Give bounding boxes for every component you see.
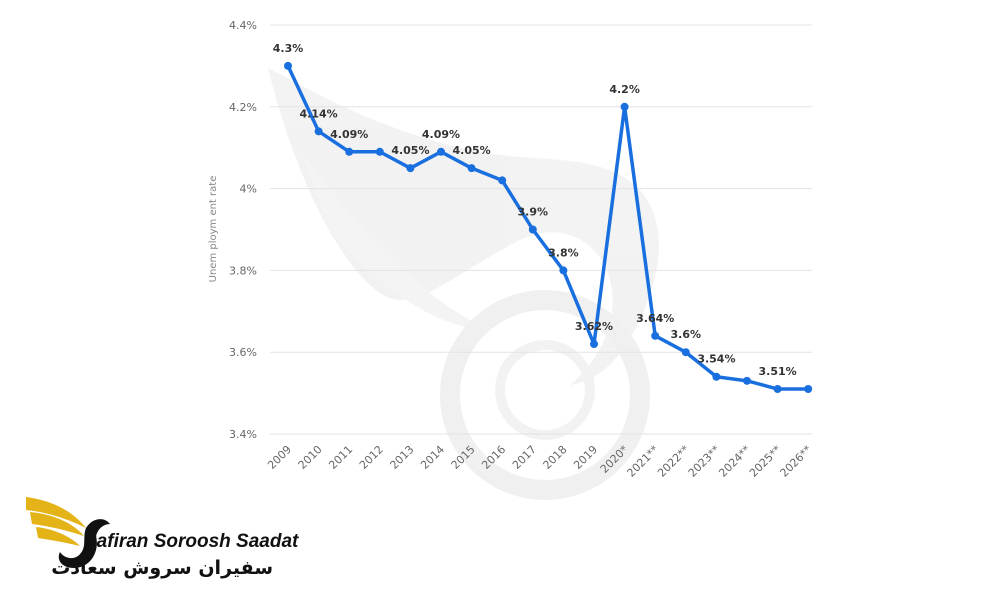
data-point [620, 102, 629, 111]
data-point [804, 385, 813, 394]
data-point [284, 61, 292, 70]
data-point [712, 372, 721, 381]
x-tick-label: 2013 [388, 443, 417, 472]
data-point [437, 147, 445, 156]
y-tick-label: 3.8% [229, 264, 257, 277]
data-point [467, 164, 476, 173]
brand-name-fa: سفیران سروش سعادت [51, 557, 273, 579]
x-tick-label: 2012 [357, 443, 386, 472]
y-axis-label: Unem ploym ent rate [208, 176, 219, 283]
data-point [681, 348, 690, 357]
brand-name-en: Safiran Soroosh Saadat [84, 531, 299, 552]
data-point [651, 331, 660, 340]
wing-icon [26, 497, 110, 568]
x-tick-label: 2017 [510, 443, 539, 472]
data-label: 3.9% [518, 206, 549, 219]
data-label: 3.64% [636, 312, 674, 325]
y-tick-label: 4% [240, 183, 257, 196]
data-label: 3.54% [697, 353, 735, 366]
data-point [375, 147, 384, 156]
data-label: 3.62% [575, 320, 613, 333]
x-tick-label: 2022** [655, 443, 692, 480]
x-tick-label: 2025** [747, 443, 784, 480]
y-tick-label: 4.2% [229, 101, 257, 114]
data-point [345, 147, 354, 156]
y-tick-label: 4.4% [229, 19, 257, 32]
data-label: 4.3% [273, 42, 304, 55]
data-point [743, 376, 751, 385]
data-label: 4.09% [422, 128, 460, 141]
data-points [284, 61, 813, 394]
y-tick-label: 3.6% [229, 346, 257, 359]
x-tick-label: 2023** [686, 443, 723, 480]
x-tick-label: 2018 [541, 443, 570, 472]
data-label: 4.09% [330, 128, 368, 141]
x-axis-ticks: 2009 2010 2011 2012 2013 2014 2015 2016 2017 2018… [265, 443, 815, 480]
data-point [590, 340, 598, 349]
data-point [314, 127, 323, 136]
watermark-logo [268, 68, 659, 500]
y-axis-ticks: 3.4% 3.6% 3.8% 4% 4.2% 4.4% [229, 19, 257, 441]
data-label: 3.6% [671, 328, 702, 341]
data-label: 4.05% [453, 144, 491, 157]
data-label: 4.14% [300, 107, 338, 120]
data-point [773, 385, 782, 394]
data-point [406, 164, 415, 173]
data-label: 4.05% [391, 144, 429, 157]
x-tick-label: 2010 [296, 443, 325, 472]
data-labels: 4.3% 4.14% 4.09% 4.05% 4.09% 4.05% 3.9% 3.8% 3.6… [273, 42, 797, 378]
x-tick-label: 2011 [326, 443, 355, 472]
x-tick-label: 2014 [418, 443, 447, 472]
x-tick-label: 2026** [778, 443, 815, 480]
data-point [528, 225, 537, 234]
data-label: 3.51% [759, 365, 797, 378]
brand-logo: Safiran Soroosh Saadat سفیران سروش سعادت [26, 497, 299, 579]
x-tick-label: 2024** [716, 443, 753, 480]
data-label: 3.8% [548, 246, 579, 259]
data-label: 4.2% [609, 83, 640, 96]
x-tick-label: 2009 [265, 443, 294, 472]
data-point [559, 266, 568, 275]
gridlines [270, 24, 812, 435]
data-point [498, 176, 507, 185]
y-tick-label: 3.4% [229, 428, 257, 441]
series-line [286, 65, 809, 391]
